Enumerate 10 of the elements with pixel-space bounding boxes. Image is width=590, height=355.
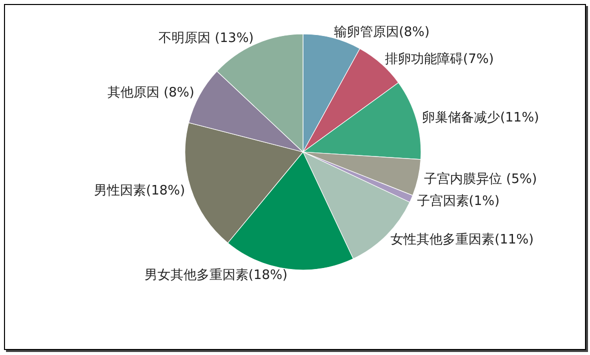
slice-label: 排卵功能障碍(7%) [385,52,494,67]
slice-label: 不明原因 (13%) [158,31,254,46]
slice-label: 子宫因素(1%) [416,193,500,210]
slice-label: 男性因素(18%) [94,183,186,198]
slice-label: 其他原因 (8%) [107,85,194,100]
slice-label: 卵巢储备减少(11%) [422,110,540,126]
slice-label: 子宫内膜异位 (5%) [424,171,537,188]
slice-label: 输卵管原因(8%) [334,24,430,40]
slice-label: 男女其他多重因素(18%) [144,268,288,284]
slice-label: 女性其他多重因素(11%) [390,232,534,248]
